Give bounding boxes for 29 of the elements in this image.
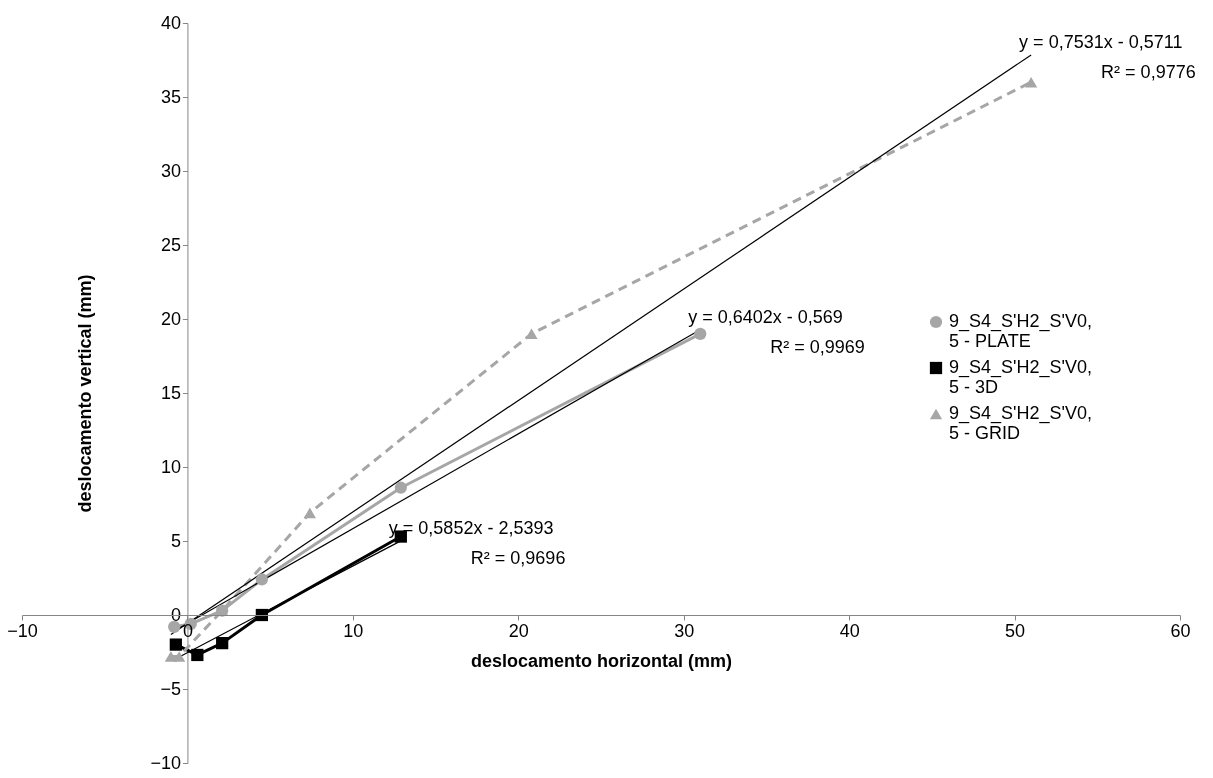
y-axis-title: deslocamento vertical (mm) (75, 274, 96, 513)
y-tick-label: 10 (160, 456, 181, 477)
y-tick-label: 0 (170, 604, 181, 625)
y-tick-label: 35 (160, 86, 181, 107)
x-tick-label: 40 (839, 620, 860, 641)
annotation: y = 0,5852x - 2,5393 (388, 517, 554, 538)
y-tick-label: −5 (160, 678, 181, 699)
x-tick-label: 50 (1005, 620, 1026, 641)
annotation: y = 0,6402x - 0,569 (688, 306, 843, 327)
x-axis-title: deslocamento horizontal (mm) (470, 650, 733, 671)
x-tick-label: 30 (674, 620, 695, 641)
legend-label: 9_S4_S'H2_S'V0, 5 - GRID (949, 403, 1092, 443)
annotation: y = 0,7531x - 0,5711 (1019, 31, 1183, 52)
x-tick-label: 10 (343, 620, 364, 641)
y-tick-label: 25 (160, 234, 181, 255)
annotation: R² = 0,9969 (770, 336, 865, 357)
annotation: R² = 0,9696 (470, 547, 566, 568)
legend-label: 9_S4_S'H2_S'V0, 5 - 3D (949, 357, 1092, 397)
x-tick-label: 20 (508, 620, 529, 641)
x-tick-label: −10 (7, 620, 38, 641)
y-tick-label: 5 (170, 530, 181, 551)
x-tick-label: 60 (1170, 620, 1191, 641)
legend-label: 9_S4_S'H2_S'V0, 5 - PLATE (949, 311, 1092, 351)
annotation: R² = 0,9776 (1101, 61, 1196, 82)
y-tick-label: 20 (160, 308, 181, 329)
y-tick-label: −10 (150, 752, 181, 773)
y-tick-label: 15 (160, 382, 181, 403)
y-tick-label: 40 (160, 12, 181, 33)
y-tick-label: 30 (160, 160, 181, 181)
